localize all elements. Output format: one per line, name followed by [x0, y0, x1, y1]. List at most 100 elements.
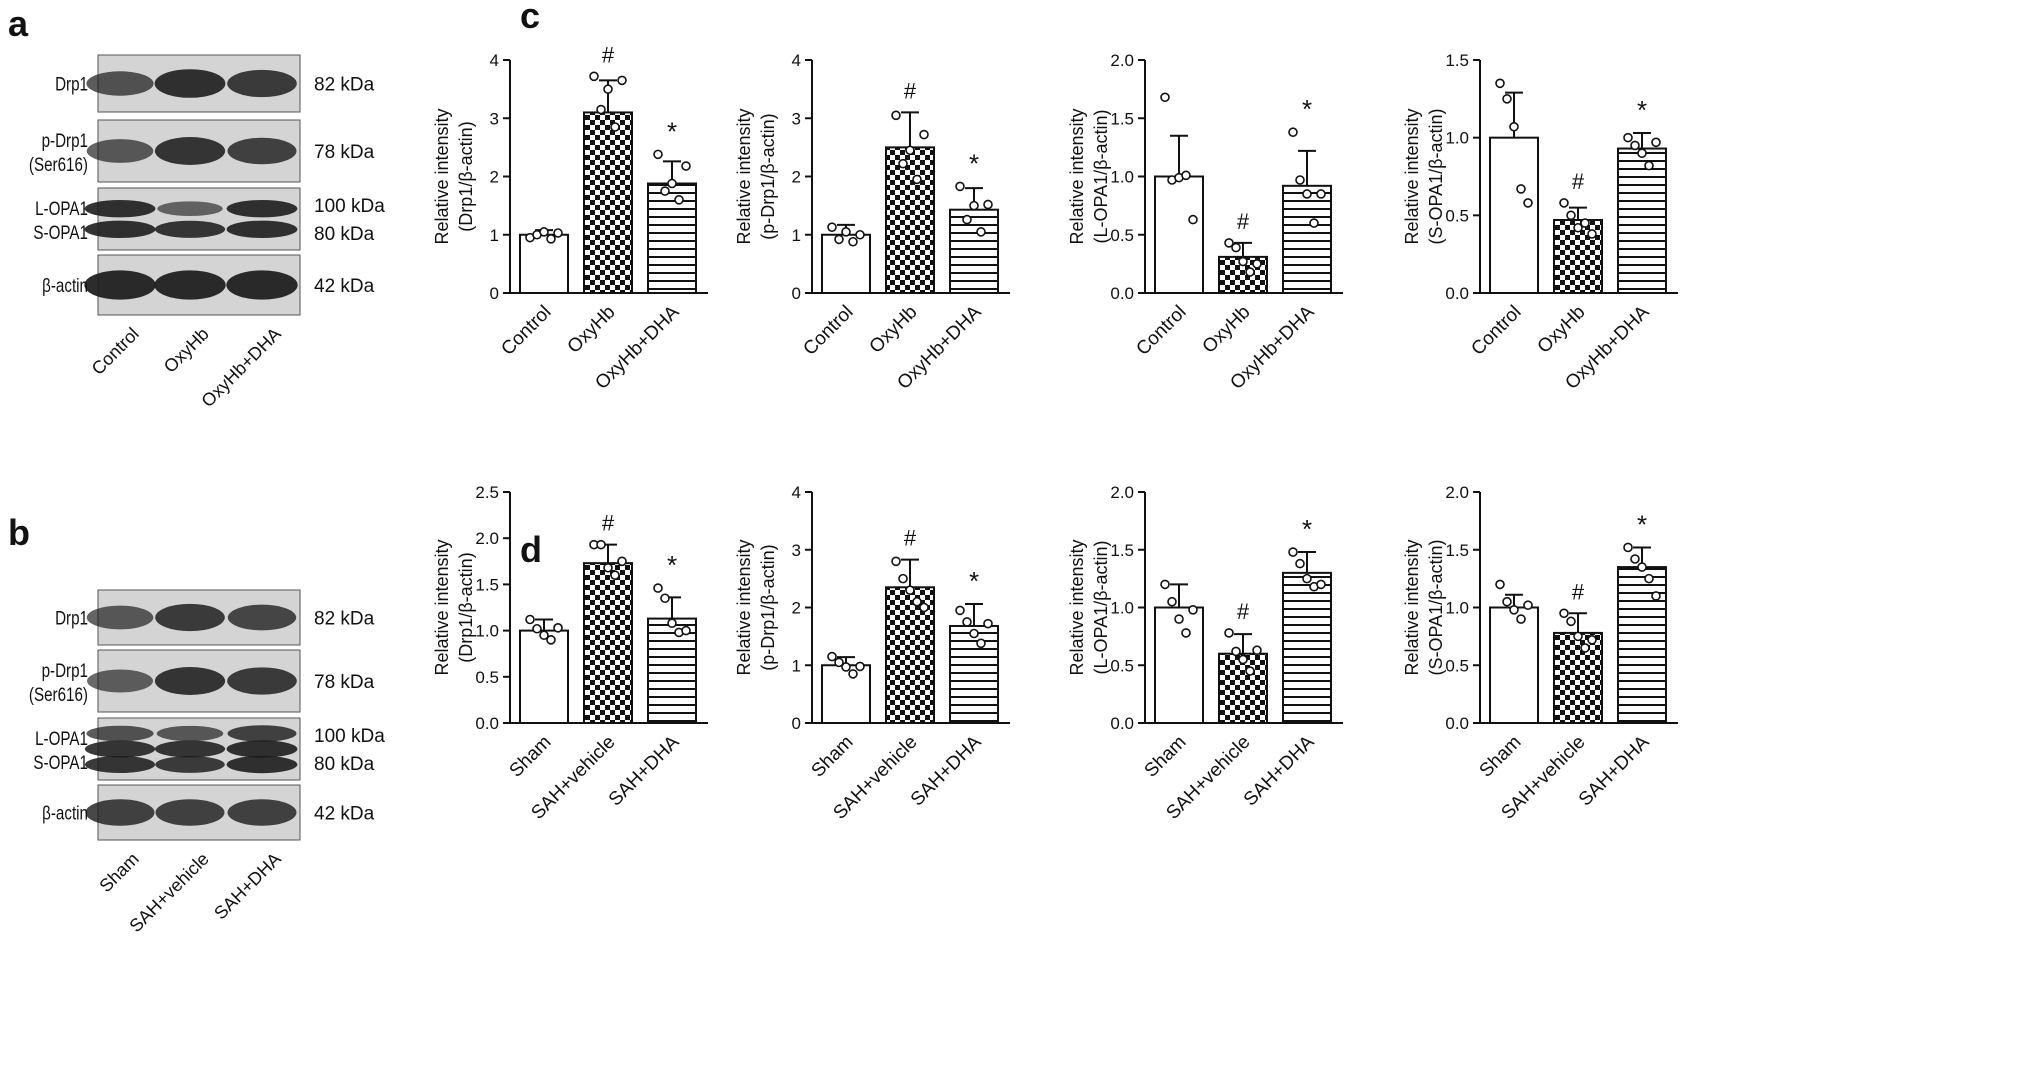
x-tick-label: Control — [1132, 302, 1190, 360]
data-point — [1630, 140, 1640, 151]
y-tick-label: 0.0 — [1110, 284, 1134, 303]
blot-band — [154, 137, 226, 165]
data-point — [969, 200, 979, 211]
significance-mark: # — [904, 78, 917, 103]
blot-band — [85, 799, 155, 826]
blot-kda-label: 82 kDa — [314, 75, 375, 96]
data-point — [667, 178, 677, 189]
y-axis-label: (S-OPA1/β-actin) — [1426, 108, 1446, 244]
blot-row-label: β-actin — [42, 802, 88, 824]
x-tick-label: OxyHb — [1534, 302, 1590, 358]
data-point — [1637, 562, 1647, 572]
blot-band — [155, 603, 225, 632]
blot-band — [154, 270, 226, 300]
bar — [1617, 566, 1667, 725]
y-tick-label: 4 — [792, 51, 801, 70]
significance-mark: # — [1572, 579, 1585, 604]
data-point — [1523, 600, 1533, 610]
data-point — [1288, 547, 1298, 557]
data-point — [603, 562, 613, 573]
data-point — [653, 583, 663, 593]
blot-kda-label: 100 kDa — [314, 196, 385, 217]
data-point — [1295, 175, 1305, 185]
data-point — [1516, 614, 1526, 624]
y-axis-label: (p-Drp1/β-actin) — [758, 544, 778, 670]
y-axis-label: (Drp1/β-actin) — [456, 121, 476, 231]
y-tick-label: 3 — [490, 109, 499, 128]
data-point — [1509, 121, 1519, 132]
bar — [1553, 631, 1603, 724]
blot-row-label: S-OPA1 — [33, 221, 88, 243]
chart-d-3: 0.0 0.5 1.0 1.5 2.0 Relative intensity (L-OPA1… — [1067, 483, 1343, 824]
data-point — [1288, 127, 1298, 138]
blot-kda-label: 80 kDa — [314, 754, 375, 775]
data-point — [1181, 170, 1191, 181]
chart-d-4: 0.0 0.5 1.0 1.5 2.0 Relative intensity (S-OPA1… — [1402, 483, 1678, 824]
y-axis-label: (p-Drp1/β-actin) — [758, 113, 778, 239]
y-tick-label: 2.0 — [1445, 483, 1469, 502]
y-tick-label: 1.5 — [475, 575, 499, 594]
data-point — [827, 651, 837, 662]
blot-band — [157, 201, 223, 217]
blot-lane-label: SAH+DHA — [210, 849, 285, 924]
blot-lane-label: OxyHb — [160, 324, 213, 377]
blot-band — [84, 740, 156, 758]
data-point — [1302, 573, 1312, 584]
significance-mark: * — [1302, 514, 1312, 544]
data-point — [848, 669, 858, 679]
y-tick-label: 0.5 — [475, 668, 499, 687]
data-point — [983, 199, 993, 210]
panel-label-c: c — [520, 0, 540, 36]
x-tick-label: SAH+DHA — [1240, 731, 1319, 810]
bar — [583, 562, 633, 725]
data-point — [834, 657, 844, 668]
x-tick-label: SAH+DHA — [605, 731, 684, 810]
data-point — [1252, 645, 1262, 656]
data-point — [912, 596, 922, 607]
y-tick-label: 0 — [792, 284, 801, 303]
data-point — [1495, 579, 1505, 590]
chart-d-1: 0.0 0.5 1.0 1.5 2.0 2.5 Relative intensity (Drp… — [432, 483, 708, 824]
data-point — [1502, 596, 1512, 607]
data-point — [617, 75, 627, 86]
y-tick-label: 0.5 — [1445, 206, 1469, 225]
y-tick-label: 4 — [792, 483, 801, 502]
data-point — [1188, 214, 1198, 225]
y-tick-label: 1.0 — [1110, 168, 1134, 187]
data-point — [1224, 238, 1234, 248]
chart-c-2: 0 1 2 3 4 Relative intensity (p-Drp1/β-actin) C… — [734, 51, 1010, 394]
data-point — [898, 158, 908, 169]
data-point — [841, 227, 851, 237]
significance-mark: * — [969, 148, 979, 178]
blot-band — [226, 270, 298, 300]
data-point — [983, 618, 993, 629]
data-point — [596, 539, 606, 550]
blot-row-label: Drp1 — [55, 73, 88, 95]
data-point — [553, 228, 563, 238]
y-tick-label: 1.0 — [1110, 599, 1134, 618]
data-point — [1644, 160, 1654, 171]
y-tick-label: 1.5 — [1445, 51, 1469, 70]
y-tick-label: 1.5 — [1110, 109, 1134, 128]
blot-band — [154, 740, 226, 758]
significance-mark: * — [1637, 509, 1647, 539]
data-point — [603, 84, 613, 94]
data-point — [660, 186, 670, 196]
data-point — [891, 110, 901, 121]
bar — [949, 208, 999, 294]
y-tick-label: 0 — [792, 714, 801, 733]
x-tick-label: Control — [799, 302, 857, 360]
data-point — [660, 593, 670, 604]
blot-band — [227, 604, 297, 631]
y-tick-label: 4 — [490, 51, 499, 70]
data-point — [1566, 616, 1576, 627]
significance-mark: * — [667, 550, 677, 580]
y-axis-label: Relative intensity — [1402, 108, 1422, 244]
blot-kda-label: 80 kDa — [314, 224, 375, 245]
data-point — [976, 227, 986, 237]
data-point — [1245, 666, 1255, 676]
blot-strip — [97, 187, 301, 251]
x-tick-label: Sham — [1141, 732, 1191, 782]
data-point — [1559, 198, 1569, 208]
y-axis-label: Relative intensity — [1067, 108, 1087, 244]
